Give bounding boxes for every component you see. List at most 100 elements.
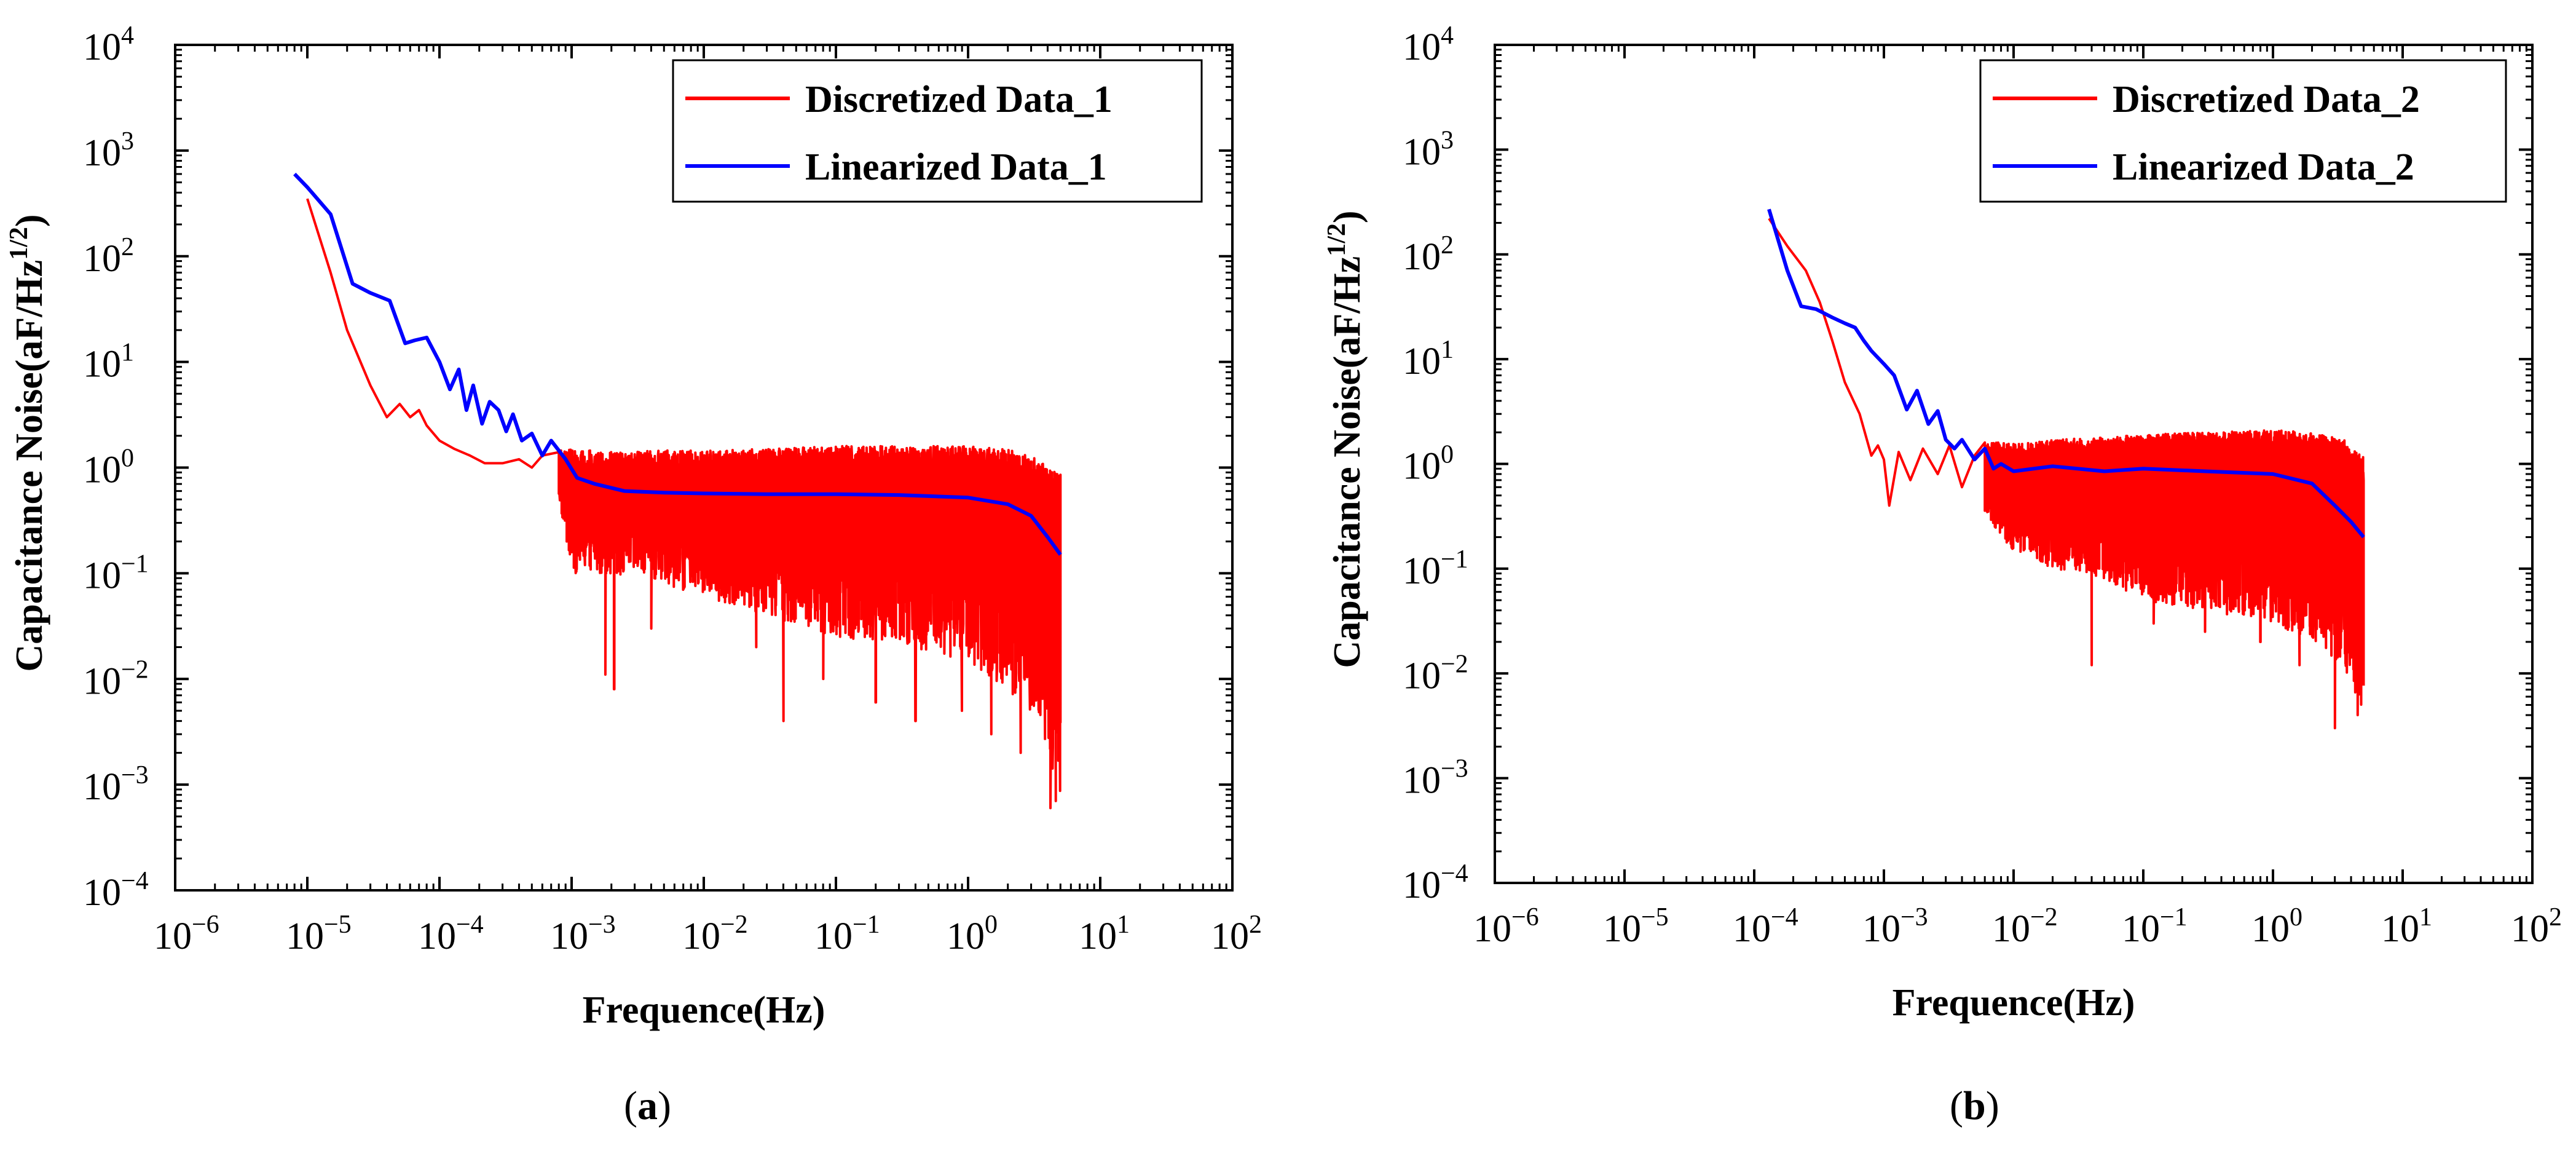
tick-base: 10	[1992, 908, 2030, 950]
x-tick-label: 102	[1211, 911, 1262, 957]
x-tick-label: 10−4	[1733, 903, 1798, 950]
tick-exponent: −3	[1441, 755, 1468, 783]
tick-exponent: 1	[1117, 911, 1130, 939]
tick-base: 10	[1403, 341, 1441, 382]
x-tick-label: 101	[1079, 911, 1130, 957]
y-tick-label: 104	[1403, 22, 1454, 68]
tick-exponent: 2	[1249, 911, 1262, 939]
tick-exponent: −3	[588, 911, 616, 939]
series-discretized-band	[1985, 443, 2364, 625]
x-tick-label: 10−6	[154, 911, 219, 957]
y-tick-label: 103	[1403, 126, 1454, 173]
tick-base: 10	[418, 916, 456, 957]
x-tick-label: 101	[2381, 903, 2432, 950]
y-axis-label-close: )	[1326, 210, 1368, 223]
tick-exponent: 0	[1441, 441, 1454, 469]
tick-base: 10	[1473, 908, 1511, 950]
tick-exponent: −3	[1900, 903, 1928, 931]
panel-a-chart: 10−6 10−5 10−4 10−3 10−2 10−1 100 101 10210−410−…	[5, 22, 1262, 1128]
tick-exponent: 0	[985, 911, 998, 939]
y-axis-label-exponent: 1/2	[1323, 223, 1351, 256]
tick-exponent: −4	[1771, 903, 1798, 931]
tick-base: 10	[1403, 864, 1441, 906]
tick-exponent: −1	[2160, 903, 2188, 931]
tick-base: 10	[550, 916, 588, 957]
tick-base: 10	[2122, 908, 2160, 950]
x-tick-label: 100	[2251, 903, 2302, 950]
x-tick-label: 10−5	[286, 911, 352, 957]
series-linearized-line	[1767, 208, 2365, 539]
tick-base: 10	[83, 132, 121, 174]
y-axis-label-main: Capacitance Noise(aF/Hz	[1326, 256, 1368, 668]
panel-paren-close: )	[658, 1083, 671, 1128]
tick-exponent: −6	[1511, 903, 1539, 931]
series-discretized-band	[559, 459, 1061, 691]
tick-exponent: 2	[121, 233, 134, 261]
tick-base: 10	[1403, 26, 1441, 68]
tick-exponent: −3	[121, 761, 149, 789]
tick-base: 10	[947, 916, 985, 957]
plot-area	[293, 172, 1062, 810]
tick-base: 10	[83, 766, 121, 808]
tick-exponent: 1	[1441, 336, 1454, 364]
tick-base: 10	[1862, 908, 1900, 950]
x-axis-label: Frequence(Hz)	[1893, 982, 2135, 1024]
tick-exponent: −2	[121, 655, 149, 684]
panel-label: (b)	[1950, 1083, 1999, 1128]
tick-exponent: −1	[853, 911, 880, 939]
tick-base: 10	[1403, 446, 1441, 488]
legend-label-linearized: Linearized Data_1	[805, 146, 1107, 188]
panel-letter: b	[1963, 1083, 1986, 1128]
tick-base: 10	[83, 660, 121, 702]
tick-exponent: −4	[121, 867, 149, 895]
y-tick-label: 10−1	[83, 550, 149, 596]
x-tick-label: 10−6	[1473, 903, 1539, 950]
tick-base: 10	[1079, 916, 1117, 957]
legend-label-linearized: Linearized Data_2	[2113, 146, 2414, 188]
y-tick-label: 10−4	[83, 867, 149, 914]
legend-label-discretized: Discretized Data_2	[2113, 79, 2420, 121]
y-tick-label: 10−3	[1403, 755, 1468, 802]
x-tick-label: 10−1	[2122, 903, 2188, 950]
y-axis-label: Capacitance Noise(aF/Hz1/2)	[1323, 210, 1368, 668]
tick-exponent: 1	[2419, 903, 2432, 931]
tick-base: 10	[1211, 916, 1249, 957]
tick-exponent: 0	[2290, 903, 2302, 931]
tick-base: 10	[83, 344, 121, 386]
tick-base: 10	[1403, 655, 1441, 697]
tick-exponent: 2	[2549, 903, 2562, 931]
x-axis-label: Frequence(Hz)	[583, 989, 825, 1031]
legend-box	[1979, 59, 2507, 203]
x-tick-label: 10−3	[550, 911, 616, 957]
y-tick-label: 10−2	[83, 655, 149, 702]
tick-exponent: −5	[324, 911, 352, 939]
tick-base: 10	[2511, 908, 2549, 950]
tick-base: 10	[814, 916, 853, 957]
y-tick-label: 101	[83, 339, 134, 386]
panel-paren-open: (	[624, 1083, 637, 1128]
x-tick-label: 10−2	[682, 911, 748, 957]
y-tick-label: 104	[83, 22, 134, 68]
tick-base: 10	[2251, 908, 2290, 950]
tick-base: 10	[83, 449, 121, 491]
tick-base: 10	[1403, 760, 1441, 802]
panel-paren-close: )	[1986, 1083, 1999, 1128]
tick-exponent: 4	[1441, 22, 1454, 50]
x-tick-label: 10−2	[1992, 903, 2058, 950]
tick-exponent: −1	[121, 550, 149, 578]
x-tick-label: 102	[2511, 903, 2562, 950]
tick-base: 10	[154, 916, 192, 957]
tick-exponent: 2	[1441, 231, 1454, 259]
x-tick-label: 10−1	[814, 911, 880, 957]
tick-base: 10	[83, 26, 121, 68]
x-tick-label: 10−5	[1603, 903, 1669, 950]
y-tick-label: 100	[83, 445, 134, 491]
tick-base: 10	[83, 555, 121, 596]
y-axis-label: Capacitance Noise(aF/Hz1/2)	[5, 214, 50, 671]
x-tick-label: 10−3	[1862, 903, 1928, 950]
y-tick-label: 10−2	[1403, 650, 1468, 697]
y-tick-label: 10−3	[83, 761, 149, 808]
tick-exponent: 3	[1441, 126, 1454, 154]
tick-base: 10	[1403, 550, 1441, 592]
